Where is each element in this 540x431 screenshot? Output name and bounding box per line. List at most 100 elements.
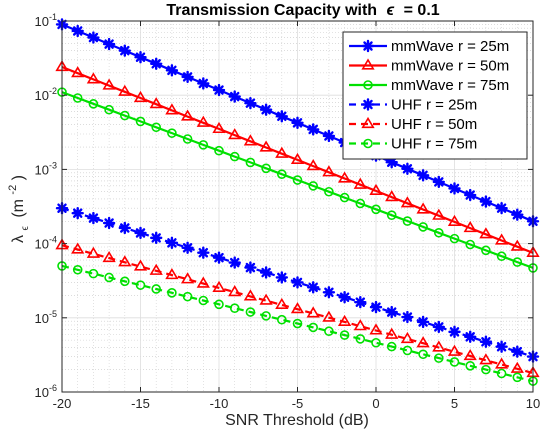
triangle-marker (118, 84, 132, 96)
chart-title: Transmission Capacity with ϵ = 0.1 (166, 2, 439, 19)
asterisk-marker (149, 57, 163, 70)
asterisk-stroke (386, 157, 397, 167)
circle-marker (261, 163, 271, 174)
asterisk-stroke (465, 190, 475, 200)
asterisk-marker (432, 175, 445, 189)
asterisk-stroke (465, 332, 475, 342)
circle-marker (120, 276, 130, 287)
legend-entry: mmWave r = 25m (349, 38, 509, 55)
asterisk-marker (291, 116, 304, 130)
circle-marker (167, 288, 177, 298)
asterisk-stroke (363, 99, 373, 110)
asterisk-marker (71, 206, 84, 220)
circle-marker (88, 99, 99, 109)
asterisk-stroke (481, 337, 491, 347)
circle-marker (276, 314, 287, 325)
circle-marker (308, 181, 319, 191)
circle-marker (151, 284, 161, 294)
asterisk-stroke (449, 183, 460, 194)
y-label-unit-close: ) (10, 175, 27, 180)
triangle-marker (463, 348, 477, 361)
asterisk-stroke (104, 39, 114, 49)
legend-label: UHF r = 25m (391, 97, 477, 114)
circle-marker (339, 330, 350, 340)
circle-marker (418, 222, 428, 232)
asterisk-stroke (339, 292, 350, 302)
asterisk-stroke (135, 52, 146, 62)
asterisk-stroke (198, 247, 209, 258)
asterisk-marker (259, 266, 273, 279)
circle-marker (72, 264, 83, 275)
triangle-marker (322, 310, 336, 322)
asterisk-stroke (292, 118, 303, 128)
triangle-marker (180, 272, 195, 284)
asterisk-marker (385, 305, 398, 319)
asterisk-stroke (245, 98, 256, 108)
asterisk-marker (134, 51, 147, 64)
circle-marker (324, 326, 334, 337)
triangle-marker (400, 331, 415, 344)
title-suffix: = 0.1 (404, 2, 440, 19)
series-3 (57, 87, 538, 273)
asterisk-marker (322, 286, 336, 299)
triangle-marker (86, 246, 101, 258)
asterisk-marker (511, 208, 524, 221)
triangle-marker (149, 263, 163, 275)
y-tick-label-exponent: -2 (49, 86, 57, 96)
y-tick-label: 10-5 (35, 309, 57, 326)
asterisk-marker (361, 98, 375, 111)
triangle-marker (494, 357, 509, 369)
triangle-marker (510, 361, 524, 373)
triangle-marker (275, 297, 289, 309)
circle-marker (465, 239, 476, 250)
asterisk-marker (275, 271, 288, 284)
y-tick-label-exponent: -3 (49, 160, 57, 170)
legend-label: mmWave r = 75m (391, 77, 509, 94)
circle-marker (214, 145, 224, 156)
asterisk-stroke (308, 282, 318, 293)
circle-marker (418, 349, 428, 360)
legend-entry: UHF r = 75m (349, 136, 477, 153)
circle-marker (88, 268, 99, 279)
asterisk-marker (291, 276, 304, 289)
circle-marker (104, 272, 114, 283)
asterisk-marker (71, 24, 84, 38)
y-label-unit-open: (m (10, 199, 27, 218)
circle-marker (198, 295, 209, 306)
triangle-marker (243, 289, 258, 301)
asterisk-stroke (434, 177, 444, 187)
triangle-marker (322, 165, 336, 177)
triangle-marker (228, 285, 242, 297)
triangle-marker (385, 327, 399, 339)
x-tick-label: 0 (372, 396, 379, 411)
series-6 (57, 261, 538, 386)
circle-marker (402, 345, 413, 356)
circle-marker (371, 337, 381, 348)
circle-marker (496, 368, 507, 379)
circle-marker (229, 303, 240, 313)
y-tick-label: 10-6 (35, 383, 57, 400)
asterisk-stroke (418, 317, 428, 327)
circle-marker (182, 134, 193, 144)
series-4 (55, 201, 540, 363)
asterisk-marker (165, 236, 179, 250)
asterisk-marker (87, 31, 100, 44)
circle-marker (292, 318, 303, 329)
triangle-marker (416, 336, 430, 348)
triangle-marker (259, 140, 273, 152)
triangle-marker (118, 255, 132, 267)
triangle-marker (337, 314, 352, 327)
triangle-marker (306, 306, 320, 318)
asterisk-marker (181, 241, 194, 254)
y-tick-label-base: 10 (35, 162, 49, 177)
asterisk-stroke (120, 223, 130, 233)
triangle-marker (149, 97, 163, 109)
asterisk-stroke (198, 78, 209, 89)
circle-marker (135, 116, 146, 127)
asterisk-stroke (104, 218, 114, 228)
triangle-marker (337, 171, 352, 183)
asterisk-marker (212, 251, 226, 264)
circle-marker (512, 257, 523, 267)
triangle-marker (165, 103, 179, 115)
legend-entry: mmWave r = 50m (349, 58, 509, 75)
